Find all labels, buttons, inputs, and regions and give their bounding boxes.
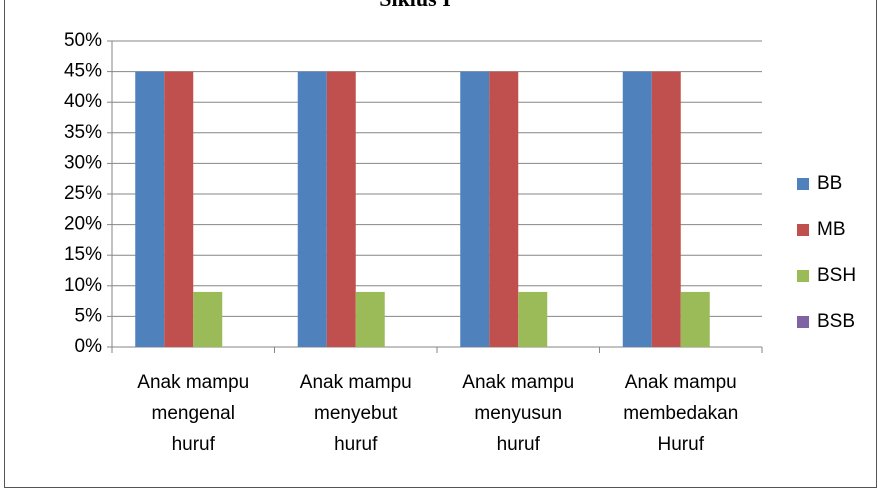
chart: Siklus I 0% 5% 10% 15% 20% 25% 30% 35% 40% 45% 50%… [0,0,878,489]
y-tick-label: 5% [75,305,103,326]
bar [460,72,489,347]
y-tick-label: 10% [64,275,102,296]
bar [681,292,710,347]
x-tick-label-line: menyebut [314,403,398,424]
x-tick-label-line: membedakan [623,403,738,424]
legend-label: BSB [817,311,855,332]
y-tick-label: 40% [64,91,102,112]
legend-swatch [797,270,809,282]
bar [298,72,327,347]
bar [518,292,547,347]
bar [164,72,193,347]
legend-label: BB [817,173,842,194]
y-tick-label: 25% [64,183,102,204]
chart-title: Siklus I [379,0,451,11]
bar [652,72,681,347]
legend-swatch [797,178,809,190]
x-tick-label-line: huruf [172,434,216,455]
legend-label: MB [817,219,846,240]
bar [623,72,652,347]
x-tick-label-line: mengenal [152,403,235,424]
x-tick-label: Anak mampu mengenal huruf [137,372,249,455]
bar [135,72,164,347]
y-tick-label: 30% [64,152,102,173]
x-tick-label-line: huruf [497,434,541,455]
legend-swatch [797,316,809,328]
y-tick-label: 0% [75,336,103,357]
x-tick-label: Anak mampu menyusun huruf [462,372,574,455]
x-tick-label: Anak mampu menyebut huruf [300,372,412,455]
y-tick-label: 15% [64,244,102,265]
x-tick-label-line: Anak mampu [137,372,249,393]
y-tick-label: 50% [64,30,102,51]
y-tick-label: 35% [64,122,102,143]
legend-swatch [797,224,809,236]
bar [356,292,385,347]
legend-label: BSH [817,265,856,286]
x-tick-label: Anak mampu membedakan Huruf [623,372,738,455]
bar [489,72,518,347]
x-tick-label-line: Anak mampu [625,372,737,393]
x-tick-label-line: menyusun [474,403,562,424]
x-tick-label-line: huruf [334,434,378,455]
x-tick-label-line: Huruf [658,434,705,455]
x-tick-label-line: Anak mampu [462,372,574,393]
x-tick-label-line: Anak mampu [300,372,412,393]
bar [193,292,222,347]
y-tick-label: 45% [64,61,102,82]
bar [327,72,356,347]
y-tick-label: 20% [64,214,102,235]
